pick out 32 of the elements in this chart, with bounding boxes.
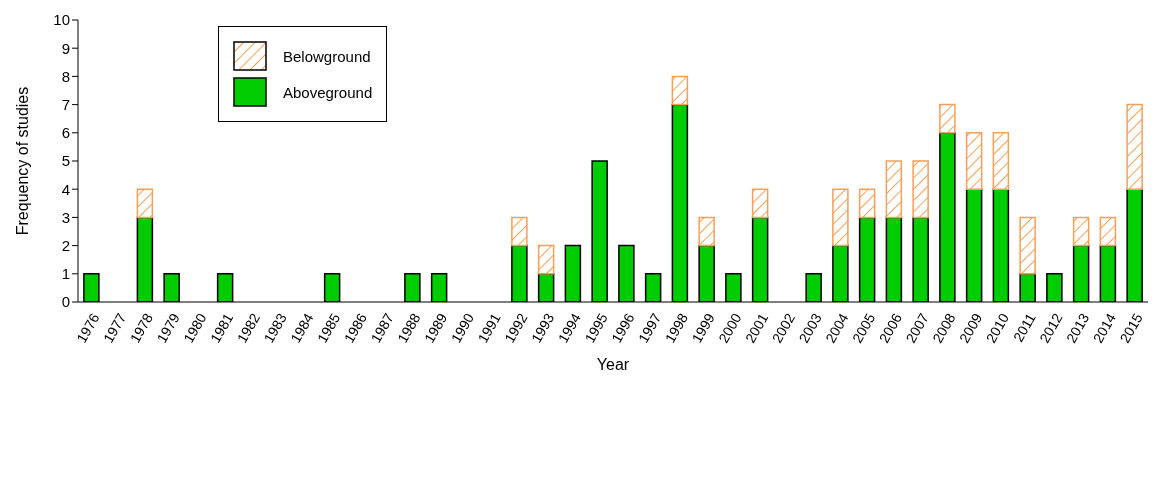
y-tick-label: 8 [61,67,70,85]
bar [1072,216,1090,247]
bar [858,188,876,219]
bar [537,244,555,275]
bar [965,132,983,190]
y-tick-label: 5 [61,152,70,170]
bar [1099,216,1117,247]
bar [885,160,903,219]
y-axis-title: Frequency of studies [13,86,31,236]
y-tick-label: 10 [53,11,70,29]
bar [992,132,1010,190]
bar [751,188,769,219]
bar [1019,216,1036,275]
bar [671,75,689,106]
bar [912,160,929,219]
y-tick-label: 1 [61,265,70,283]
y-tick-label: 3 [61,208,70,226]
y-tick-label: 7 [61,95,70,113]
y-tick-label: 2 [61,236,70,254]
legend-label: Aboveground [283,83,373,101]
bar [939,103,956,134]
y-tick-label: 4 [61,180,70,198]
bar [136,188,154,219]
y-tick-label: 9 [61,39,70,57]
y-tick-label: 6 [61,124,70,142]
y-tick-label: 0 [61,293,70,311]
bar [1126,103,1143,190]
legend-label: Belowground [283,47,371,65]
x-axis-title: Year [596,356,630,373]
bar [511,216,528,247]
bar [698,216,715,247]
bar [832,188,849,247]
